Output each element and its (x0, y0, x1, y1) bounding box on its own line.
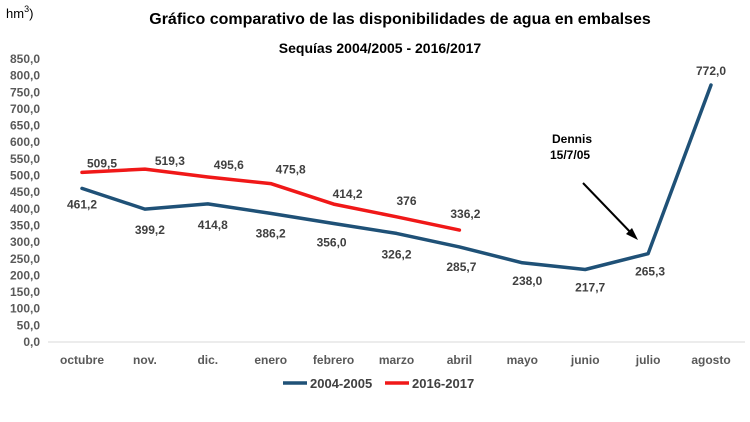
y-tick-label: 650,0 (10, 119, 40, 133)
x-tick-label: marzo (379, 353, 414, 367)
y-tick-label: 150,0 (10, 285, 40, 299)
data-label: 265,3 (635, 265, 665, 279)
x-tick-label: nov. (133, 353, 157, 367)
data-label: 772,0 (696, 64, 726, 78)
x-tick-label: dic. (197, 353, 218, 367)
data-label: 519,3 (155, 154, 185, 168)
data-label: 509,5 (87, 156, 117, 170)
x-tick-label: agosto (691, 353, 730, 367)
data-label: 461,2 (67, 197, 97, 211)
annotation-arrowhead (626, 228, 638, 240)
x-tick-label: julio (635, 353, 661, 367)
y-axis: 0,0 50,0 100,0 150,0 200,0 250,0 300,0 350,0 400… (10, 52, 40, 349)
data-label: 495,6 (214, 158, 244, 172)
y-tick-label: 800,0 (10, 69, 40, 83)
x-tick-label: abril (447, 353, 472, 367)
data-label: 475,8 (276, 163, 306, 177)
y-tick-label: 850,0 (10, 52, 40, 66)
data-label: 386,2 (256, 226, 286, 240)
x-tick-label: junio (570, 353, 600, 367)
y-tick-label: 0,0 (23, 335, 40, 349)
data-label: 238,0 (512, 274, 542, 288)
y-tick-label: 300,0 (10, 235, 40, 249)
y-tick-label: 600,0 (10, 135, 40, 149)
data-label: 356,0 (317, 235, 347, 249)
y-tick-label: 550,0 (10, 152, 40, 166)
y-tick-label: 250,0 (10, 252, 40, 266)
data-label: 414,2 (333, 187, 363, 201)
series-line-2016-2017 (80, 167, 462, 232)
y-tick-label: 700,0 (10, 102, 40, 116)
annotation-dennis: Dennis 15/7/05 (550, 132, 638, 240)
series-line-2004-2005 (80, 83, 713, 272)
annotation-line1: Dennis (552, 132, 592, 146)
data-label: 414,8 (198, 218, 228, 232)
x-tick-label: octubre (60, 353, 104, 367)
y-tick-label: 350,0 (10, 218, 40, 232)
y-tick-label: 100,0 (10, 302, 40, 316)
chart-title: Gráfico comparativo de las disponibilida… (149, 11, 651, 28)
legend: 2004-2005 2016-2017 (283, 376, 474, 391)
y-tick-label: 500,0 (10, 169, 40, 183)
y-tick-label: 400,0 (10, 202, 40, 216)
data-label: 326,2 (381, 247, 411, 261)
data-label: 285,7 (446, 260, 476, 274)
x-tick-label: enero (254, 353, 287, 367)
x-axis: octubre nov. dic. enero febrero marzo abril may… (60, 353, 731, 367)
chart-subtitle: Sequías 2004/2005 - 2016/2017 (279, 40, 482, 56)
data-label: 376 (396, 194, 416, 208)
y-tick-label: 200,0 (10, 268, 40, 282)
unit-label: hm3) (6, 4, 33, 21)
legend-label-2004-2005: 2004-2005 (310, 376, 372, 391)
y-tick-label: 50,0 (17, 318, 41, 332)
data-label: 399,2 (135, 223, 165, 237)
series-layer (80, 83, 713, 272)
annotation-line2: 15/7/05 (550, 148, 590, 162)
data-labels: 461,2 399,2 414,8 386,2 356,0 326,2 285,7 238,0… (67, 64, 726, 295)
legend-label-2016-2017: 2016-2017 (412, 376, 474, 391)
x-tick-label: febrero (313, 353, 354, 367)
data-label: 217,7 (575, 281, 605, 295)
data-label: 336,2 (450, 207, 480, 221)
x-tick-label: mayo (507, 353, 538, 367)
annotation-arrow (582, 182, 635, 237)
y-tick-label: 450,0 (10, 185, 40, 199)
y-tick-label: 750,0 (10, 85, 40, 99)
